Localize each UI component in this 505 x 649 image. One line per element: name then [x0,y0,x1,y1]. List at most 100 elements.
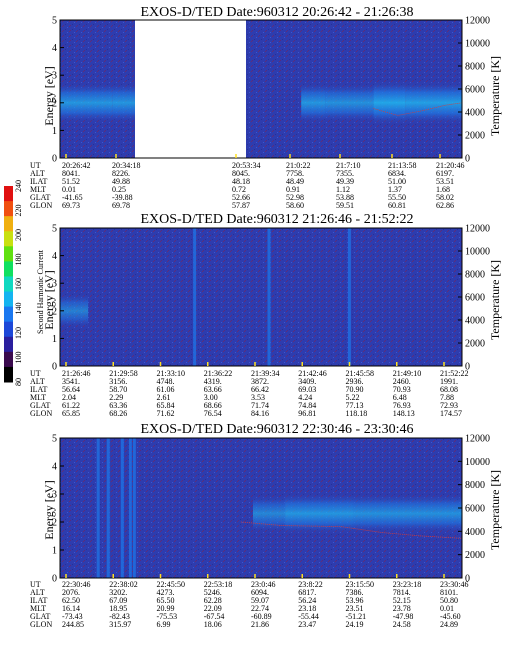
colorbar-tick-label: 240 [14,180,23,192]
y2-tick-label: 12000 [465,434,490,445]
colorbar-swatch [4,321,13,338]
y2-tick-label: 4000 [465,108,485,119]
table-cell: -45.60 [440,612,461,621]
panel-title: EXOS-D/TED Date:960312 22:30:46 - 23:30:… [141,422,414,437]
table-cell: 1.68 [436,185,450,194]
table-cell: 63.66 [204,385,222,394]
plot-area [59,19,463,159]
table-cell: 6834. [388,169,406,178]
table-cell: 16.14 [62,604,80,613]
orbit-table: UTALTILATMLTGLATGLON20:26:428041.51.520.… [30,154,464,210]
temperature-trace [373,102,463,116]
table-cell: 23:30:46 [440,580,468,589]
table-cell: 6197. [436,169,454,178]
table-cell: 51.00 [388,177,406,186]
table-cell: -60.89 [251,612,272,621]
table-cell: 52.66 [232,193,250,202]
table-cell: 53.96 [346,596,364,605]
colorbar-swatch [4,231,13,247]
colorbar-ticks: 80 100 120 140 160 180 200 220 240 [14,180,23,386]
table-cell: 70.93 [393,385,411,394]
table-cell: 69.73 [62,201,80,210]
table-cell: 2.04 [62,393,76,402]
table-cell: 3409. [298,377,316,386]
table-row-label: GLON [30,409,52,418]
y-tick-label: 4 [52,462,57,473]
table-cell: 0.72 [232,185,246,194]
table-cell: 52.15 [393,596,411,605]
table-cell: 21:52:22 [440,369,468,378]
table-cell: 21:49:10 [393,369,421,378]
table-cell: 53.88 [336,193,354,202]
table-cell: 76.93 [393,401,411,410]
y2-tick-label: 6000 [465,504,485,515]
table-cell: 56.24 [298,596,316,605]
table-cell: 7758. [286,169,304,178]
table-cell: 74.84 [298,401,316,410]
y2-tick-label: 2000 [465,131,485,142]
table-cell: 69.03 [298,385,316,394]
table-cell: 6094. [251,588,269,597]
y2-tick-label: 12000 [465,224,490,235]
y2-tick-label: 4000 [465,527,485,538]
panel-title: EXOS-D/TED Date:960312 20:26:42 - 21:26:… [141,5,414,20]
y-tick-label: 4 [52,251,57,262]
y2-tick-label: 8000 [465,270,485,281]
colorbar-swatch [4,216,13,232]
colorbar-swatch [4,366,13,383]
table-cell: 56.64 [62,385,80,394]
band-segment [373,80,406,125]
y-tick-label: 4 [52,43,57,54]
y-tick-label: 3 [52,490,57,501]
table-cell: 0.01 [440,604,454,613]
table-cell: 49.39 [336,177,354,186]
panel-3: EXOS-D/TED Date:960312 22:30:46 - 23:30:… [30,422,502,629]
table-cell: 62.50 [62,596,80,605]
table-cell: 49.88 [112,177,130,186]
table-cell: 23.51 [346,604,364,613]
y2-tick-label: 6000 [465,293,485,304]
table-cell: -55.44 [298,612,319,621]
table-cell: 4748. [157,377,175,386]
table-cell: 57.87 [232,201,250,210]
panel-2: EXOS-D/TED Date:960312 21:26:46 - 21:52:… [30,212,502,418]
table-cell: 244.85 [62,620,84,629]
table-cell: 66.42 [251,385,269,394]
table-cell: 20:34:18 [112,161,140,170]
table-cell: 23:0:46 [251,580,275,589]
table-cell: 21:33:10 [157,369,185,378]
band-segment [353,493,462,534]
table-cell: 8041. [62,169,80,178]
table-cell: 76.54 [204,409,222,418]
y-ticks: 0 1 2 3 4 5 [52,434,64,585]
table-cell: 24.89 [440,620,458,629]
table-row-label: ALT [30,588,45,597]
table-cell: 21.86 [251,620,269,629]
table-cell: 1.12 [336,185,350,194]
y-ticks: 0 1 2 3 4 5 [52,224,64,373]
table-row-label: GLON [30,201,52,210]
colorbar-tick-label: 80 [14,378,23,386]
table-cell: 2076. [62,588,80,597]
colorbar-swatch [4,276,13,293]
table-cell: 7.88 [440,393,454,402]
band-segment [325,83,374,123]
colorbar: Second Harmonic Current 80 100 120 140 160 18… [4,180,45,386]
y2-tick-label: 8000 [465,480,485,491]
colorbar-tick-label: 180 [14,254,23,266]
y2-tick-label: 4000 [465,316,485,327]
table-cell: 21:7:10 [336,161,360,170]
colorbar-swatch [4,201,13,217]
table-row-label: ALT [30,377,45,386]
table-cell: 118.18 [346,409,368,418]
table-cell: 58.70 [109,385,127,394]
y2-ticks: 0 2000 4000 6000 8000 10000 12000 [458,434,490,585]
table-cell: 21:26:46 [62,369,90,378]
table-cell: 96.81 [298,409,316,418]
table-cell: 70.90 [346,385,364,394]
table-row-label: MLT [30,185,46,194]
table-cell: 22.09 [204,604,222,613]
table-cell: 58.60 [286,201,304,210]
band-segment [301,82,326,123]
table-row-label: ALT [30,169,45,178]
